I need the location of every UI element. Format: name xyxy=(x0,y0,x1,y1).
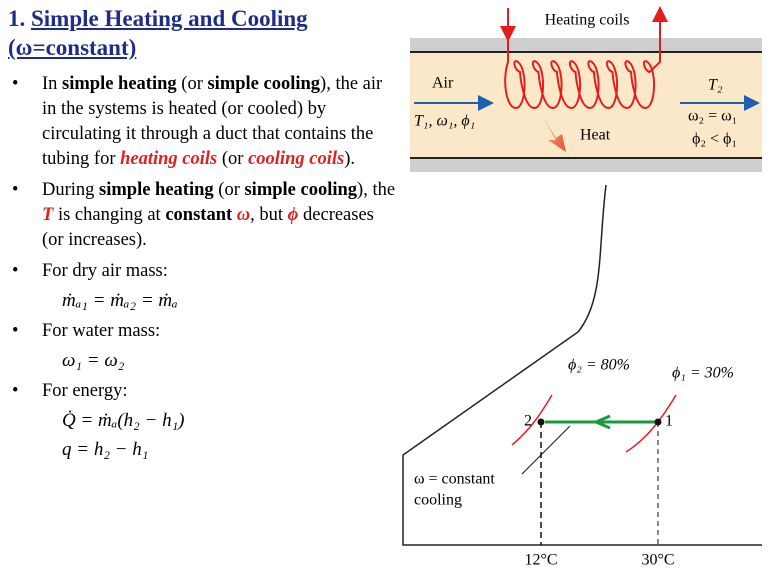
chart-frame xyxy=(402,184,762,546)
text-run: (or xyxy=(213,180,245,200)
text-run: simple cooling xyxy=(207,74,321,94)
bullet-item: For energy: Q̇ = ṁₐ(h₂ − h₁) q = h₂ − h₁ xyxy=(8,379,400,462)
text-run: (or xyxy=(217,149,249,169)
text-run: For water mass: xyxy=(42,321,161,341)
text-run: decreases (or increases). xyxy=(42,205,374,250)
inlet-state: T₁, ω₁, ϕ₁ xyxy=(414,113,475,130)
text-run: cooling coils xyxy=(248,149,345,169)
heating-coil xyxy=(504,40,661,110)
text-run: constant xyxy=(165,205,233,225)
text-run: ), the air in the systems is heated (or … xyxy=(42,74,383,169)
bullet-list: In simple heating (or simple cooling), t… xyxy=(8,72,400,462)
heat-label: Heat xyxy=(580,127,611,144)
equation: ṁₐ₁ = ṁₐ₂ = ṁₐ xyxy=(62,290,178,311)
bullet-item: During simple heating (or simple cooling… xyxy=(8,178,400,253)
state-point xyxy=(654,418,662,426)
duct-wall xyxy=(410,38,762,172)
rh-curve xyxy=(511,394,553,446)
outlet-phi: ϕ₂ < ϕ₁ xyxy=(692,131,737,148)
rh-curve xyxy=(625,394,677,453)
text-column: 1. Simple Heating and Cooling (ω=constant… xyxy=(8,4,400,468)
heat-arrow xyxy=(540,112,566,152)
equation: Q̇ = ṁₐ(h₂ − h₁) xyxy=(62,410,185,431)
text-run: In xyxy=(42,74,63,94)
duct-interior xyxy=(410,52,762,158)
state-point xyxy=(537,418,545,426)
state1-label: 1 xyxy=(665,413,673,430)
text-run: ω xyxy=(236,205,251,225)
text-run: ϕ xyxy=(287,205,299,225)
text-run: T xyxy=(42,205,54,225)
coils-label: Heating coils xyxy=(545,12,630,29)
leader-line xyxy=(521,425,571,475)
phi1-label: ϕ₁ = 30% xyxy=(672,365,734,382)
air-label: Air xyxy=(432,75,454,92)
text-run: For energy: xyxy=(42,381,128,401)
outlet-temp: T₂ xyxy=(708,77,723,94)
text-run: ). xyxy=(344,149,355,169)
text-run: simple heating xyxy=(99,180,214,200)
temp-label: 30°C xyxy=(641,552,674,569)
equation: ω₁ = ω₂ xyxy=(62,350,125,371)
text-run: is changing at xyxy=(53,205,166,225)
title-number: 1. xyxy=(8,6,26,31)
note-line: ω = constant xyxy=(414,471,495,488)
subtitle: (ω=constant) xyxy=(8,35,137,60)
temp-label: 12°C xyxy=(524,552,557,569)
text-run: heating coils xyxy=(120,149,218,169)
equation: q = h₂ − h₁ xyxy=(62,439,149,460)
text-run: For dry air mass: xyxy=(42,261,168,281)
text-run: (or xyxy=(176,74,208,94)
note-line: cooling xyxy=(414,492,462,509)
slide-title: 1. Simple Heating and Cooling (ω=constant… xyxy=(8,4,400,62)
text-run: simple cooling xyxy=(244,180,358,200)
bullet-item: In simple heating (or simple cooling), t… xyxy=(8,72,400,172)
text-run: ), the xyxy=(357,180,396,200)
outlet-omega: ω₂ = ω₁ xyxy=(688,108,737,125)
title: Simple Heating and Cooling xyxy=(31,6,308,31)
state2-label: 2 xyxy=(524,413,532,430)
phi2-label: ϕ₂ = 80% xyxy=(568,357,630,374)
bullet-item: For water mass: ω₁ = ω₂ xyxy=(8,319,400,373)
text-run: simple heating xyxy=(62,74,177,94)
text-run: During xyxy=(42,180,100,200)
bullet-item: For dry air mass: ṁₐ₁ = ṁₐ₂ = ṁₐ xyxy=(8,259,400,313)
text-run: , but xyxy=(250,205,288,225)
process-arrow xyxy=(592,414,611,430)
